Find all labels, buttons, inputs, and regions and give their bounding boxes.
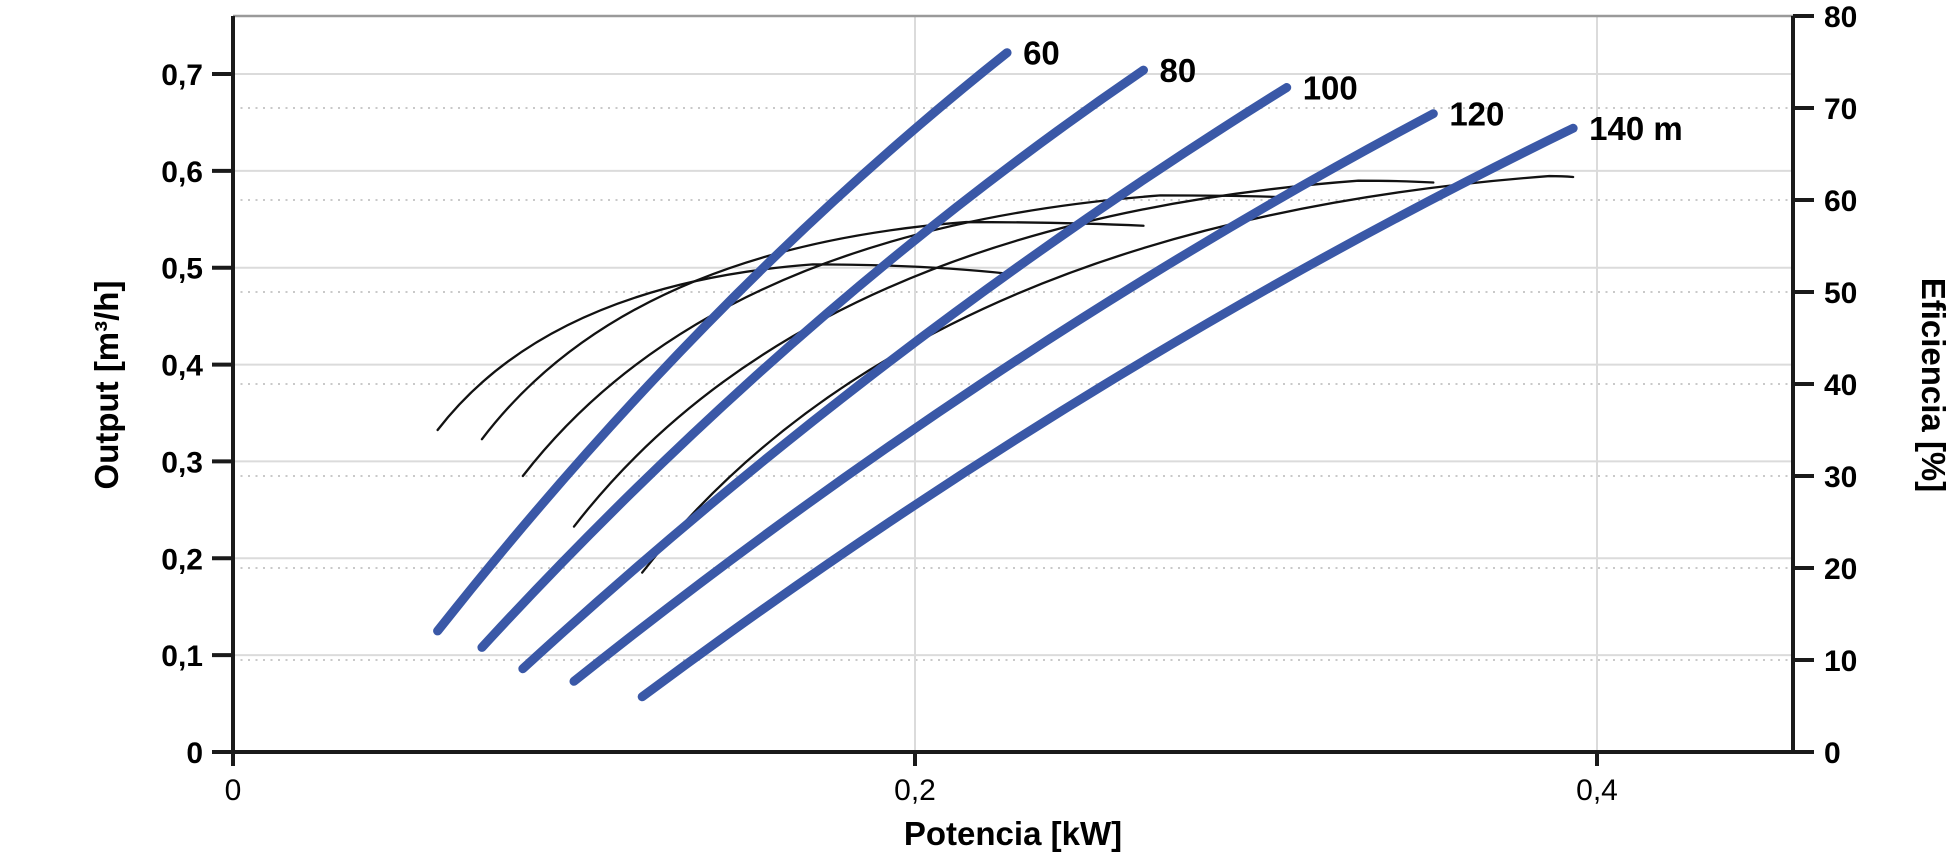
efficiency-curve-80 xyxy=(480,220,1145,441)
head-curves xyxy=(433,48,1578,702)
x-tick-label: 0,4 xyxy=(1576,774,1618,807)
left-tick-label: 0,6 xyxy=(161,156,203,189)
right-tick-label: 20 xyxy=(1824,553,1857,586)
right-tick-label: 30 xyxy=(1824,461,1857,494)
head-curve-140 xyxy=(637,123,1578,702)
right-tick-label: 80 xyxy=(1824,1,1857,34)
tick-marks-and-labels: 0 0,1 0,2 0,3 0,4 0,5 0,6 0,7 0 10 20 30 40 50 60 70 80 0… xyxy=(161,1,1857,807)
efficiency-curve-120 xyxy=(572,179,1435,528)
head-curve-80 xyxy=(477,65,1148,652)
gridlines xyxy=(233,16,1793,752)
head-curve-120 xyxy=(569,109,1438,686)
right-tick-label: 70 xyxy=(1824,93,1857,126)
right-tick-label: 50 xyxy=(1824,277,1857,310)
head-curve-label-80: 80 xyxy=(1159,52,1196,89)
left-tick-label: 0,5 xyxy=(161,253,203,286)
x-axis-title: Potencia [kW] xyxy=(904,815,1122,852)
left-tick-label: 0,3 xyxy=(161,446,203,479)
curve-labels: 60 80 100 120 140 m xyxy=(1023,34,1683,147)
head-curve-label-120: 120 xyxy=(1449,95,1504,132)
right-y-axis-title: Eficiencia [%] xyxy=(1915,278,1946,493)
head-curve-label-60: 60 xyxy=(1023,34,1060,71)
efficiency-curve-140 xyxy=(641,174,1575,574)
head-curve-100 xyxy=(518,83,1292,674)
left-y-axis-title: Output [m³/h] xyxy=(88,281,125,490)
left-tick-label: 0,1 xyxy=(161,640,203,673)
x-tick-label: 0 xyxy=(225,774,242,807)
left-tick-label: 0,2 xyxy=(161,543,203,576)
head-curve-60 xyxy=(433,48,1012,636)
efficiency-curves xyxy=(436,174,1575,574)
right-tick-label: 40 xyxy=(1824,369,1857,402)
x-tick-label: 0,2 xyxy=(894,774,936,807)
head-curve-label-140: 140 m xyxy=(1589,110,1683,147)
right-tick-label: 10 xyxy=(1824,645,1857,678)
left-tick-label: 0,7 xyxy=(161,59,203,92)
left-tick-label: 0 xyxy=(186,737,203,770)
right-tick-label: 60 xyxy=(1824,185,1857,218)
right-tick-label: 0 xyxy=(1824,737,1841,770)
head-curve-label-100: 100 xyxy=(1303,69,1358,106)
left-tick-label: 0,4 xyxy=(161,350,203,383)
